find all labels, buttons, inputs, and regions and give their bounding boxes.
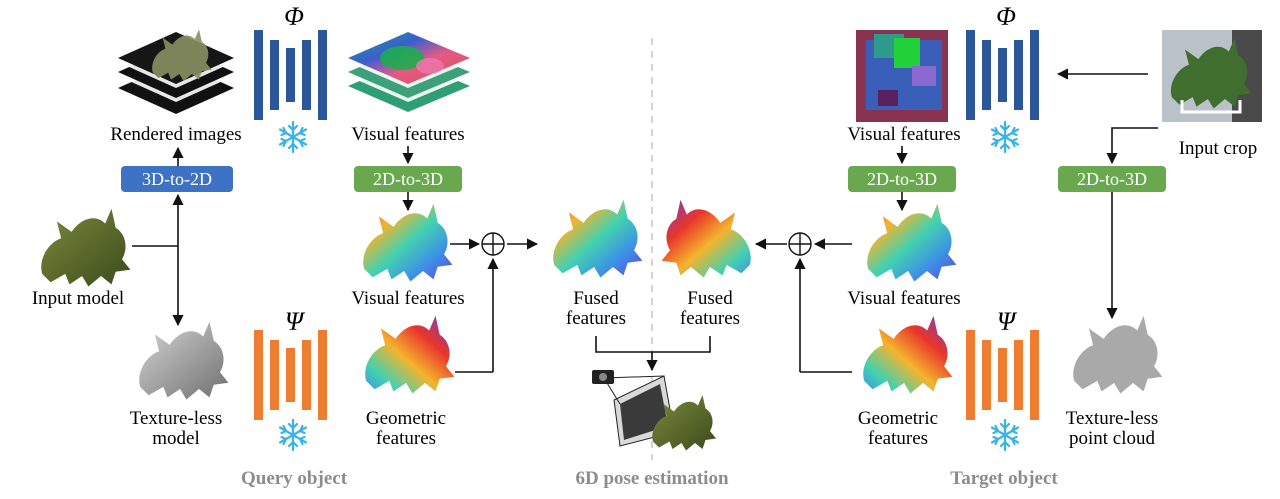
section-label-query: Query object: [241, 468, 348, 489]
geometric-label-right-1: Geometric: [858, 408, 938, 429]
snowflake-icon: [990, 120, 1020, 154]
visual-features-map-stack: [348, 32, 470, 112]
visual-features-label-right-cloud: Visual features: [847, 288, 960, 309]
textureless-model-label-1: Texture-less: [130, 408, 223, 429]
btn-2d-to-3d-right-a: 2D-to-3D: [848, 166, 956, 192]
input-crop-image: [1162, 30, 1262, 122]
geometric-features-cloud-left: [365, 315, 455, 394]
snowflake-icon: [990, 418, 1020, 452]
encoder-psi-left: [254, 330, 327, 420]
fused-left-label-1: Fused: [573, 288, 619, 309]
visual-features-label-right-top: Visual features: [847, 124, 960, 145]
btn-2d-to-3d-right-a-label: 2D-to-3D: [867, 169, 937, 189]
pose-estimation-scene: [592, 370, 716, 451]
visual-features-cloud-left: [363, 203, 453, 282]
btn-2d-to-3d-right-b: 2D-to-3D: [1058, 166, 1166, 192]
visual-features-cloud-right: [867, 203, 957, 282]
section-label-target: Target object: [950, 468, 1058, 489]
left-connectors: [132, 146, 539, 373]
phi-symbol-right: Φ: [996, 2, 1016, 31]
fused-features-cloud-right: [661, 199, 751, 278]
visual-features-map-right: [856, 30, 948, 122]
encoder-psi-right: [966, 330, 1039, 420]
btn-2d-to-3d-left: 2D-to-3D: [354, 166, 462, 192]
rendered-images-stack: [118, 29, 234, 114]
textureless-model-label-2: model: [152, 428, 200, 449]
btn-2d-to-3d-right-b-label: 2D-to-3D: [1077, 169, 1147, 189]
phi-symbol-left: Φ: [284, 2, 304, 31]
fused-features-cloud-left: [553, 199, 643, 278]
fused-right-label-1: Fused: [687, 288, 733, 309]
sum-node-right: [788, 232, 812, 256]
visual-features-label-left-top: Visual features: [351, 124, 464, 145]
sum-node-left: [481, 232, 505, 256]
btn-2d-to-3d-left-label: 2D-to-3D: [373, 169, 443, 189]
geometric-label-right-2: features: [868, 428, 928, 449]
input-crop-label: Input crop: [1179, 138, 1258, 159]
section-label-pose: 6D pose estimation: [575, 468, 728, 489]
psi-symbol-left: Ψ: [285, 307, 306, 336]
geometric-label-left-1: Geometric: [366, 408, 446, 429]
encoder-phi-right: [966, 30, 1039, 120]
encoder-phi-left: [254, 30, 327, 120]
fused-right-label-2: features: [680, 308, 740, 329]
textureless-cloud-label-1: Texture-less: [1066, 408, 1159, 429]
btn-3d-to-2d-label: 3D-to-2D: [142, 169, 212, 189]
input-model-label: Input model: [32, 288, 124, 309]
geometric-label-left-2: features: [376, 428, 436, 449]
psi-symbol-right: Ψ: [997, 307, 1018, 336]
visual-features-label-left-cloud: Visual features: [351, 288, 464, 309]
textureless-cloud-label-2: point cloud: [1069, 428, 1156, 449]
camera-icon: [592, 370, 614, 384]
rendered-images-label: Rendered images: [110, 124, 241, 145]
center-connectors: [595, 336, 711, 372]
btn-3d-to-2d: 3D-to-2D: [121, 166, 233, 192]
textureless-model-thumbnail: [139, 321, 229, 400]
input-model-thumbnail: [41, 208, 131, 287]
fused-left-label-2: features: [566, 308, 626, 329]
textureless-point-cloud: [1073, 315, 1163, 394]
geometric-features-cloud-right: [863, 315, 953, 394]
snowflake-icon: [278, 120, 308, 154]
snowflake-icon: [278, 418, 308, 452]
right-connectors: [754, 68, 1158, 373]
